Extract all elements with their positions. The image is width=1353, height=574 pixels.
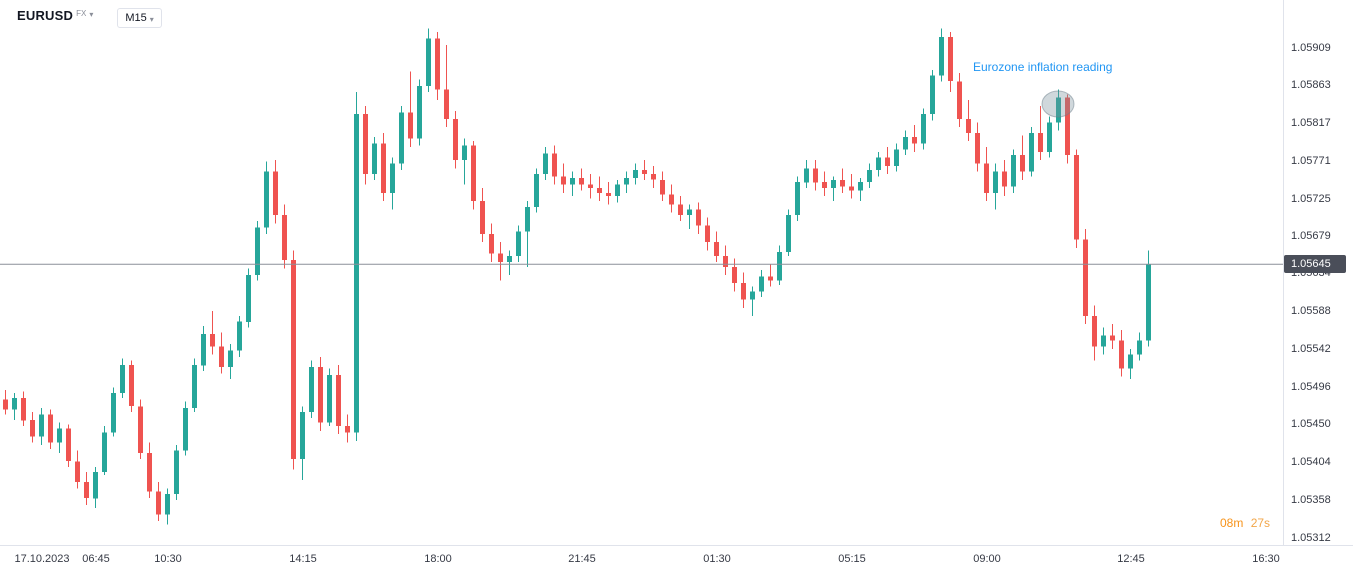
event-annotation-label: Eurozone inflation reading <box>973 60 1113 74</box>
price-axis-label: 1.05679 <box>1291 230 1331 242</box>
countdown-minutes: 08m <box>1220 516 1244 530</box>
time-axis-label: 10:30 <box>154 553 182 565</box>
candles <box>3 28 1151 525</box>
price-axis-label: 1.05588 <box>1291 305 1331 317</box>
time-axis-label: 17.10.2023 <box>14 553 70 565</box>
time-axis-separator <box>0 545 1353 546</box>
chevron-down-icon: ▾ <box>149 14 154 24</box>
time-axis-label: 16:30 <box>1252 553 1280 565</box>
symbol-name: EURUSD <box>17 8 74 23</box>
chart-canvas[interactable] <box>0 0 1283 545</box>
symbol-selector[interactable]: EURUSD FX ▾ <box>17 8 93 24</box>
price-axis-label: 1.05725 <box>1291 193 1331 205</box>
price-axis-label: 1.05358 <box>1291 494 1331 506</box>
time-axis-label: 21:45 <box>568 553 596 565</box>
countdown-seconds: 27s <box>1250 516 1271 530</box>
time-axis-label: 18:00 <box>424 553 452 565</box>
last-price-badge: 1.05645 <box>1284 255 1346 273</box>
price-axis-separator <box>1283 0 1284 546</box>
price-axis-label: 1.05542 <box>1291 343 1331 355</box>
time-axis-label: 09:00 <box>973 553 1001 565</box>
time-axis-label: 14:15 <box>289 553 317 565</box>
highlight-ellipse <box>1041 90 1075 118</box>
time-axis[interactable]: 17.10.2023 06:45 10:30 14:15 18:00 21:45 01:30… <box>0 546 1353 574</box>
price-axis-label: 1.05404 <box>1291 456 1331 468</box>
price-axis-label: 1.05450 <box>1291 418 1331 430</box>
price-axis-label: 1.05771 <box>1291 155 1331 167</box>
time-axis-label: 06:45 <box>82 553 110 565</box>
time-axis-label: 12:45 <box>1117 553 1145 565</box>
chevron-down-icon: ▾ <box>89 10 94 19</box>
chart-legend: EURUSD FX ▾ M15 ▾ <box>17 8 162 28</box>
symbol-market-label: FX <box>76 9 87 18</box>
price-axis-label: 1.05909 <box>1291 42 1331 54</box>
price-axis-label: 1.05312 <box>1291 532 1331 544</box>
time-axis-label: 01:30 <box>703 553 731 565</box>
price-axis-label: 1.05496 <box>1291 381 1331 393</box>
price-axis-label: 1.05817 <box>1291 117 1331 129</box>
interval-label: M15 <box>125 12 147 24</box>
price-axis-label: 1.05863 <box>1291 79 1331 91</box>
bar-close-countdown: 08m 27s <box>1220 516 1270 530</box>
time-axis-label: 05:15 <box>838 553 866 565</box>
interval-selector[interactable]: M15 ▾ <box>117 8 162 28</box>
